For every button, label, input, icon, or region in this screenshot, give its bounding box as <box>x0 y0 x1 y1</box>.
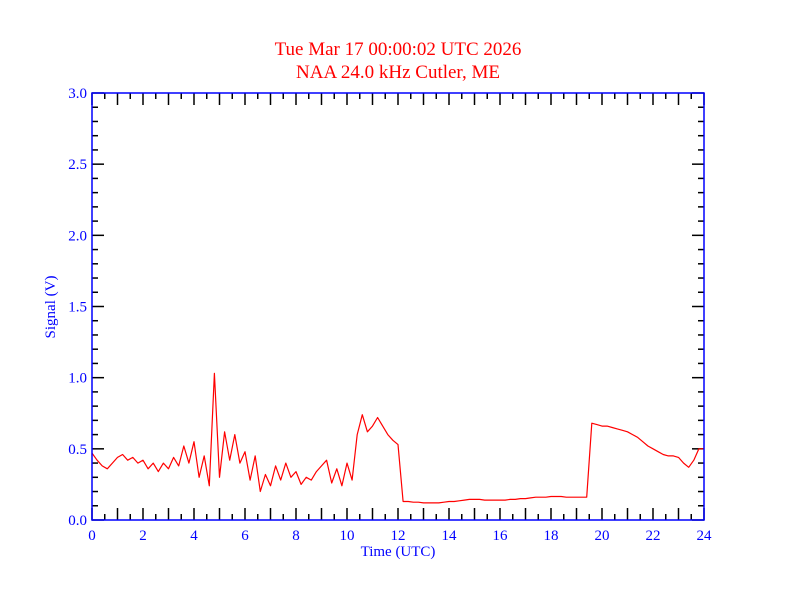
x-axis-label: Time (UTC) <box>361 544 436 560</box>
x-tick-label: 8 <box>292 528 300 544</box>
x-tick-label: 20 <box>595 528 610 544</box>
y-tick-label: 2.0 <box>68 228 87 244</box>
x-tick-labels: 0 2 4 6 8 10 12 14 16 18 20 22 24 <box>88 528 712 544</box>
x-tick-label: 10 <box>340 528 355 544</box>
y-tick-label: 2.5 <box>68 157 87 173</box>
x-tick-label: 14 <box>442 528 458 544</box>
plot-frame <box>91 92 705 521</box>
y-axis-label: Signal (V) <box>43 276 59 339</box>
x-tick-label: 24 <box>697 528 713 544</box>
x-tick-label: 0 <box>88 528 96 544</box>
signal-series-line <box>91 372 704 504</box>
x-tick-label: 16 <box>493 528 509 544</box>
y-tick-label: 3.0 <box>68 86 87 102</box>
x-tick-label: 22 <box>646 528 661 544</box>
chart-title: Tue Mar 17 00:00:02 UTC 2026 <box>275 39 522 60</box>
x-tick-label: 12 <box>391 528 406 544</box>
x-tick-label: 2 <box>139 528 147 544</box>
y-tick-label: 0.5 <box>68 442 87 458</box>
y-tick-label: 1.0 <box>68 371 87 387</box>
x-tick-label: 6 <box>241 528 249 544</box>
y-tick-labels: 0.0 0.5 1.0 1.5 2.0 2.5 3.0 <box>68 86 87 529</box>
chart-subtitle: NAA 24.0 kHz Cutler, ME <box>296 62 500 83</box>
x-tick-label: 18 <box>544 528 559 544</box>
x-tick-label: 4 <box>190 528 198 544</box>
y-tick-label: 1.5 <box>68 300 87 316</box>
y-tick-label: 0.0 <box>68 513 87 529</box>
tick-marks <box>91 92 705 521</box>
